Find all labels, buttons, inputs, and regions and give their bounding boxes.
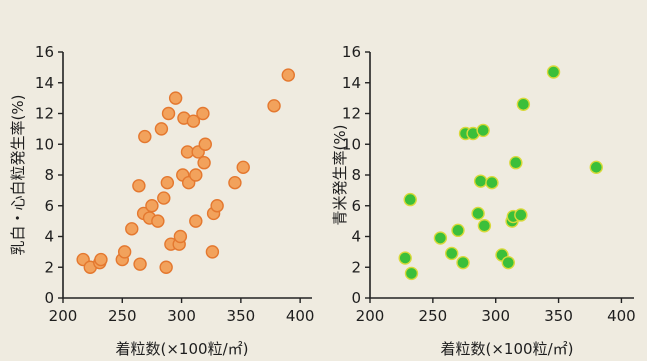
data-point: [516, 97, 531, 111]
y-tick-label: 2: [351, 258, 361, 276]
x-tick-label: 250: [108, 307, 137, 325]
data-point: [125, 222, 139, 236]
y-tick-label: 4: [351, 228, 361, 246]
y-tick-label: 4: [44, 228, 54, 246]
data-point: [186, 114, 201, 128]
data-point: [161, 106, 176, 121]
y-tick-label: 8: [351, 166, 361, 184]
data-point: [197, 155, 211, 170]
data-point: [228, 175, 242, 190]
data-point: [168, 91, 183, 105]
y-axis-label: 乳白・心白粒発生率(%): [9, 95, 27, 256]
x-tick-label: 300: [481, 307, 510, 325]
x-axis-label: 着粒数(×100粒/㎡): [116, 340, 249, 358]
x-tick-label: 400: [286, 307, 315, 325]
data-point: [546, 65, 561, 79]
data-point: [189, 168, 203, 182]
y-tick-label: 16: [342, 43, 361, 61]
y-tick-label: 10: [35, 135, 54, 153]
y-tick-label: 0: [351, 289, 361, 307]
y-tick-label: 6: [351, 197, 361, 215]
data-point: [509, 155, 523, 170]
data-point: [514, 208, 528, 222]
y-tick-label: 8: [44, 166, 54, 184]
data-point: [451, 223, 465, 238]
data-point: [117, 245, 132, 259]
y-tick-label: 10: [342, 135, 361, 153]
data-point: [477, 219, 492, 233]
data-point: [157, 191, 171, 205]
data-point: [151, 214, 165, 228]
chart-marks: 0 2 4 6 8 10 12 14 16 200 250 300 350 400: [342, 43, 636, 325]
data-point: [485, 175, 499, 190]
data-point: [198, 137, 212, 151]
data-point: [94, 252, 108, 267]
x-axis-label: 着粒数(×100粒/㎡): [441, 340, 574, 358]
data-point: [154, 122, 169, 136]
x-tick-label: 250: [419, 307, 448, 325]
y-tick-label: 12: [342, 105, 361, 123]
data-point: [145, 199, 159, 213]
data-point: [196, 106, 210, 121]
data-point: [471, 206, 485, 221]
data-point: [445, 246, 459, 261]
y-tick-label: 6: [44, 197, 54, 215]
data-point: [267, 99, 281, 113]
y-tick-label: 14: [35, 74, 54, 92]
data-point: [501, 255, 515, 270]
y-axis-label: 青米発生率(%): [331, 125, 349, 226]
data-point: [403, 192, 417, 207]
data-point: [404, 266, 419, 281]
chart-marks: 0 2 4 6 8 10 12 14 16 200 250 300 350 400: [35, 43, 315, 325]
y-tick-label: 0: [44, 289, 54, 307]
data-point: [173, 229, 188, 244]
x-tick-label: 200: [356, 307, 385, 325]
data-point: [159, 260, 173, 274]
data-point: [398, 251, 412, 265]
data-point: [456, 255, 470, 270]
x-tick-label: 350: [227, 307, 256, 325]
chart-milky-white-rate: 0 2 4 6 8 10 12 14 16 200 250 300 350 400 乳白・心白粒発生率(%…: [9, 43, 315, 358]
data-point: [189, 214, 203, 228]
data-point: [160, 175, 175, 190]
data-point: [210, 199, 224, 213]
data-point: [473, 174, 488, 188]
x-tick-label: 200: [49, 307, 78, 325]
data-point: [132, 179, 146, 193]
x-tick-label: 300: [167, 307, 196, 325]
y-tick-label: 14: [342, 74, 361, 92]
data-point: [133, 257, 147, 271]
x-tick-label: 400: [607, 307, 636, 325]
data-point: [476, 123, 490, 138]
y-tick-label: 2: [44, 258, 54, 276]
data-point: [589, 160, 603, 175]
x-tick-label: 350: [544, 307, 573, 325]
data-point: [205, 245, 220, 259]
data-point: [236, 160, 250, 175]
data-point: [433, 231, 448, 245]
data-point: [281, 68, 295, 82]
data-point: [138, 129, 152, 144]
y-tick-label: 12: [35, 105, 54, 123]
y-tick-label: 16: [35, 43, 54, 61]
